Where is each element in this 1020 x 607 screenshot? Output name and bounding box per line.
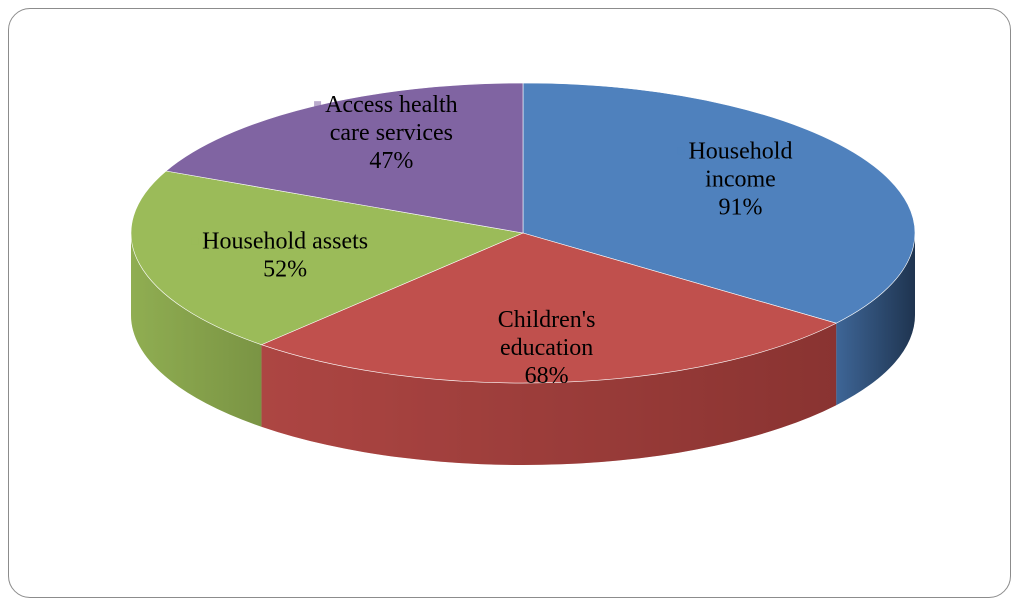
slice-household-income	[522, 82, 916, 324]
label-marker-household-assets	[191, 237, 199, 245]
category-label-household-income: income	[705, 166, 776, 192]
pie-slices	[130, 82, 916, 384]
slice-side-children-s-education	[261, 323, 837, 465]
slice-side-shade-children-s-education	[261, 323, 837, 465]
slice-children-s-education	[260, 232, 837, 384]
category-label-household-income: Household	[688, 138, 792, 164]
value-label-household-assets: 52%	[263, 257, 307, 283]
category-label-access-health-care-services: care services	[330, 120, 453, 146]
value-label-children-s-education: 68%	[525, 363, 569, 389]
label-marker-access-health-care-services	[314, 101, 322, 109]
slice-side-shade-household-income	[836, 233, 915, 406]
label-marker-children-s-education	[486, 315, 494, 323]
slice-household-assets	[130, 170, 525, 346]
pie-sides	[131, 233, 915, 465]
label-marker-household-income	[677, 147, 685, 155]
category-label-access-health-care-services: Access health	[325, 92, 458, 118]
slice-access-health-care-services	[165, 82, 524, 234]
slice-side-shade-household-assets	[131, 233, 262, 427]
slice-side-household-income	[836, 233, 915, 406]
category-label-children-s-education: Children's	[498, 307, 596, 333]
category-label-household-assets: Household assets	[202, 229, 368, 255]
category-label-children-s-education: education	[500, 335, 593, 361]
slice-side-household-assets	[131, 233, 262, 427]
value-label-access-health-care-services: 47%	[369, 148, 413, 174]
value-label-household-income: 91%	[718, 194, 762, 220]
